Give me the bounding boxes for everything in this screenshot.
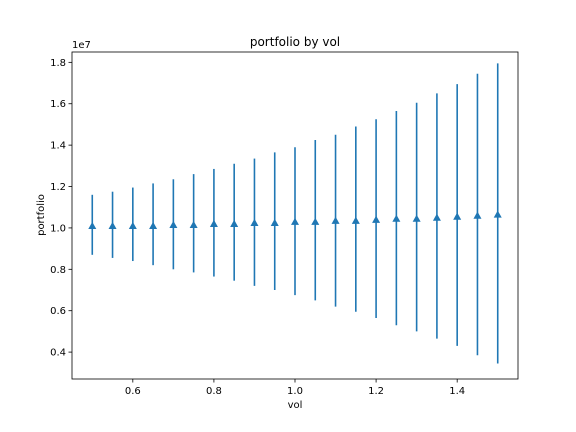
data-point-marker [493,210,502,218]
y-offset-label: 1e7 [72,40,91,51]
y-tick-label: 1.2 [50,182,66,193]
markers [88,210,502,230]
x-tick-label: 1.2 [368,386,384,397]
x-tick-label: 0.6 [125,386,141,397]
data-point-marker [392,214,401,222]
data-point-marker [412,214,421,222]
chart-title: portfolio by vol [250,35,340,49]
y-tick-label: 1.6 [50,99,66,110]
y-tick-label: 0.4 [50,348,66,359]
data-point-marker [291,217,299,225]
data-point-marker [351,216,360,224]
x-axis-ticks: 0.6 0.8 1.0 1.2 1.4 [125,379,465,397]
data-point-marker [169,220,178,229]
y-tick-label: 1.8 [50,58,66,69]
data-point-marker [432,213,441,221]
data-point-marker [331,216,340,224]
data-point-marker [189,220,198,229]
data-point-marker [473,211,482,219]
y-tick-label: 0.6 [50,306,66,317]
data-point-marker [372,215,381,223]
data-point-marker [453,212,462,220]
data-point-marker [108,221,117,230]
y-tick-label: 0.8 [50,265,66,276]
data-point-marker [230,219,239,227]
data-point-marker [128,221,137,230]
y-tick-label: 1.0 [50,223,66,234]
x-tick-label: 0.8 [206,386,222,397]
data-point-marker [270,218,279,226]
y-tick-label: 1.4 [50,141,66,152]
x-tick-label: 1.4 [449,386,465,397]
data-point-marker [250,218,259,226]
x-tick-label: 1.0 [287,386,303,397]
x-axis-label: vol [288,400,303,411]
data-point-marker [311,217,320,225]
data-point-marker [88,221,97,230]
data-point-marker [149,221,158,230]
y-axis-ticks: 0.4 0.6 0.8 1.0 1.2 1.4 1.6 1.8 [50,58,72,359]
data-point-marker [209,219,218,227]
y-axis-label: portfolio [36,194,47,236]
